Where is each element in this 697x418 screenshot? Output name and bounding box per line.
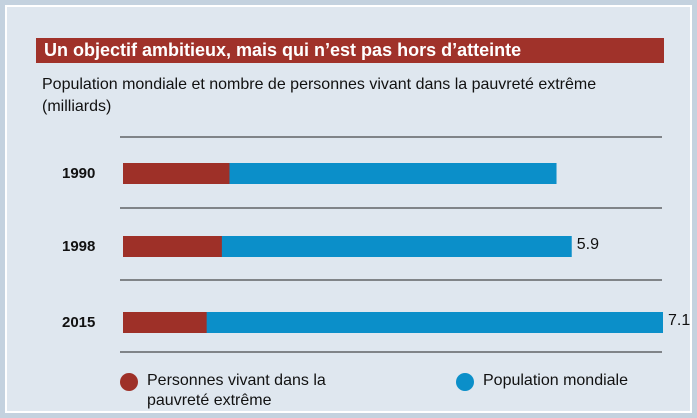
panel [5, 5, 692, 413]
bar [123, 312, 663, 333]
chart-title: Un objectif ambitieux, mais qui n’est pa… [44, 40, 521, 60]
legend-swatch [120, 373, 138, 391]
bar [123, 163, 230, 184]
legend-label: Personnes vivant dans la pauvreté extrêm… [147, 372, 326, 409]
legend-box: Population mondiale [483, 372, 628, 389]
bar [123, 236, 572, 257]
bar [123, 163, 557, 184]
chart-subtitle: Population mondiale et nombre de personn… [42, 76, 597, 115]
value-label: 7.1 [668, 312, 690, 329]
legend-swatch [456, 373, 474, 391]
category-label: 1990 [62, 165, 95, 182]
value-label: 5.9 [577, 236, 599, 253]
category-label: 1998 [62, 238, 95, 255]
bar [123, 312, 207, 333]
subtitle-box: Population mondiale et nombre de personn… [42, 76, 597, 115]
legend-box: Personnes vivant dans la pauvreté extrêm… [147, 372, 326, 409]
category-label: 2015 [62, 314, 95, 331]
title-bar [36, 38, 664, 63]
legend-label: Population mondiale [483, 372, 628, 389]
bar [123, 236, 222, 257]
